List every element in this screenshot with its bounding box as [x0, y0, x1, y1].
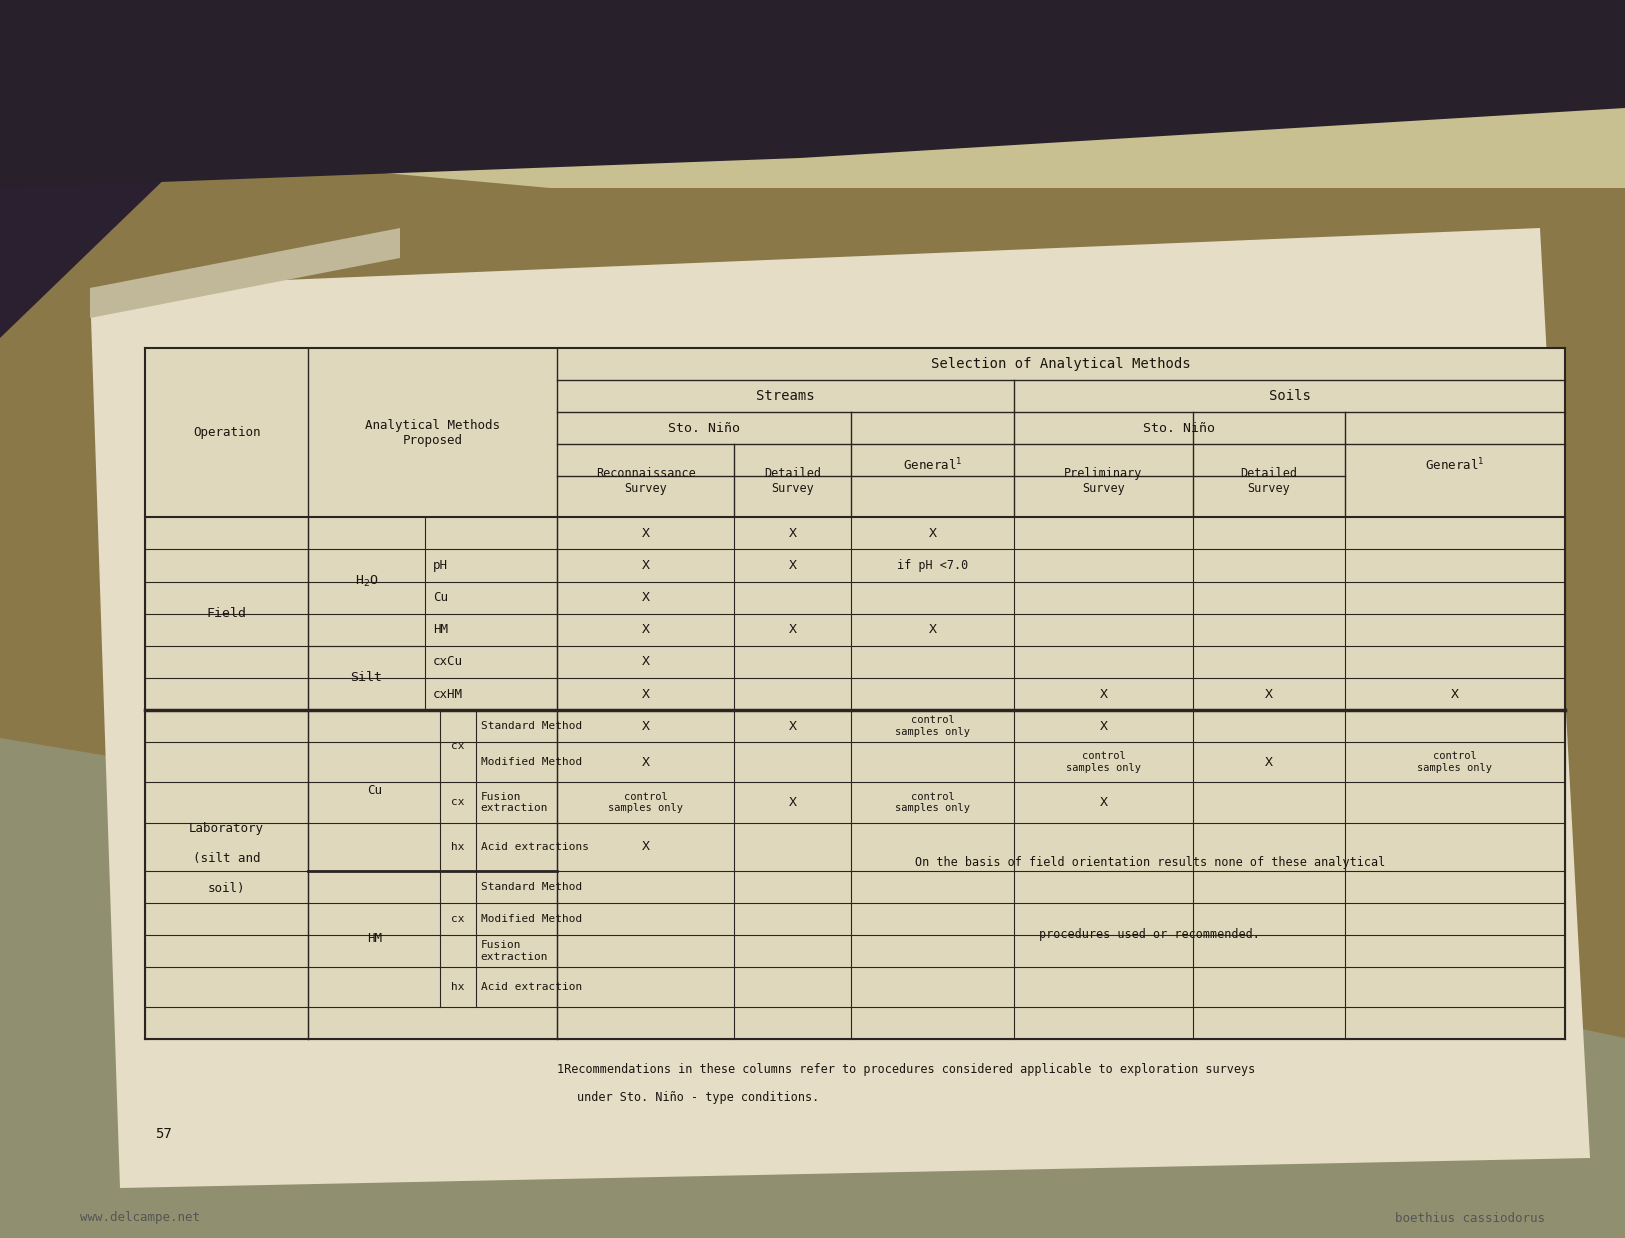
Text: Soils: Soils: [1269, 389, 1310, 404]
Text: Fusion
extraction: Fusion extraction: [481, 940, 548, 962]
Text: Operation: Operation: [193, 426, 260, 439]
Text: Modified Method: Modified Method: [481, 914, 582, 924]
Text: 57: 57: [154, 1128, 172, 1141]
Text: control
samples only: control samples only: [608, 791, 682, 813]
Polygon shape: [0, 738, 1625, 1238]
Text: X: X: [1100, 687, 1108, 701]
Text: Standard Method: Standard Method: [481, 722, 582, 732]
Text: General$^1$: General$^1$: [1425, 457, 1485, 473]
Text: Standard Method: Standard Method: [481, 881, 582, 891]
Text: Detailed
Survey: Detailed Survey: [1240, 467, 1297, 495]
Text: Acid extraction: Acid extraction: [481, 982, 582, 992]
Text: X: X: [928, 623, 936, 636]
Polygon shape: [0, 0, 1625, 188]
Text: if pH <7.0: if pH <7.0: [897, 560, 968, 572]
Text: X: X: [642, 719, 650, 733]
Text: boethius cassiodorus: boethius cassiodorus: [1394, 1212, 1545, 1224]
Text: X: X: [788, 527, 796, 540]
Text: Reconnaissance
Survey: Reconnaissance Survey: [596, 467, 696, 495]
Text: hx: hx: [452, 982, 465, 992]
Text: Modified Method: Modified Method: [481, 758, 582, 768]
Text: X: X: [788, 560, 796, 572]
Text: On the basis of field orientation results none of these analytical: On the basis of field orientation result…: [915, 857, 1384, 869]
Text: control
samples only: control samples only: [1066, 751, 1141, 773]
Text: X: X: [788, 623, 796, 636]
Text: X: X: [642, 687, 650, 701]
Text: Selection of Analytical Methods: Selection of Analytical Methods: [931, 357, 1191, 371]
Text: cxCu: cxCu: [432, 655, 463, 669]
Text: www.delcampe.net: www.delcampe.net: [80, 1212, 200, 1224]
Text: X: X: [928, 527, 936, 540]
Text: Analytical Methods
Proposed: Analytical Methods Proposed: [366, 418, 500, 447]
Text: X: X: [788, 719, 796, 733]
Text: under Sto. Niño - type conditions.: under Sto. Niño - type conditions.: [577, 1091, 819, 1104]
Text: X: X: [1264, 687, 1272, 701]
Text: X: X: [1100, 719, 1108, 733]
Text: Fusion
extraction: Fusion extraction: [481, 791, 548, 813]
Text: control
samples only: control samples only: [1417, 751, 1492, 773]
Text: Detailed
Survey: Detailed Survey: [764, 467, 821, 495]
Text: Preliminary
Survey: Preliminary Survey: [1064, 467, 1142, 495]
Text: hx: hx: [452, 842, 465, 852]
Text: cx: cx: [452, 914, 465, 924]
Text: Silt: Silt: [351, 671, 382, 685]
Text: Cu: Cu: [367, 784, 382, 797]
Polygon shape: [145, 348, 1565, 1040]
Text: X: X: [642, 755, 650, 769]
Polygon shape: [0, 0, 349, 338]
Text: pH: pH: [432, 560, 448, 572]
Text: Field: Field: [206, 607, 247, 620]
Text: X: X: [642, 527, 650, 540]
Polygon shape: [89, 228, 400, 318]
Text: X: X: [642, 560, 650, 572]
Text: Sto. Niño: Sto. Niño: [668, 422, 739, 435]
Text: H$_2$O: H$_2$O: [354, 574, 379, 589]
Text: Acid extractions: Acid extractions: [481, 842, 588, 852]
Text: cxHM: cxHM: [432, 687, 463, 701]
Text: X: X: [642, 841, 650, 853]
Text: Streams: Streams: [756, 389, 814, 404]
Text: procedures used or recommended.: procedures used or recommended.: [1040, 928, 1259, 941]
Text: cx: cx: [452, 742, 465, 751]
Text: control
samples only: control samples only: [895, 716, 970, 737]
Polygon shape: [0, 0, 1625, 188]
Text: Laboratory

(silt and

soil): Laboratory (silt and soil): [188, 822, 265, 895]
Text: control
samples only: control samples only: [895, 791, 970, 813]
Text: 1Recommendations in these columns refer to procedures considered applicable to e: 1Recommendations in these columns refer …: [557, 1062, 1254, 1076]
Text: X: X: [1100, 796, 1108, 808]
Text: HM: HM: [432, 623, 448, 636]
Text: HM: HM: [367, 932, 382, 946]
Text: X: X: [642, 655, 650, 669]
Text: X: X: [642, 592, 650, 604]
Text: cx: cx: [452, 797, 465, 807]
Polygon shape: [89, 228, 1589, 1188]
Text: X: X: [642, 623, 650, 636]
Text: X: X: [1451, 687, 1459, 701]
Text: X: X: [1264, 755, 1272, 769]
Text: Cu: Cu: [432, 592, 448, 604]
Text: General$^1$: General$^1$: [902, 457, 962, 473]
Text: X: X: [788, 796, 796, 808]
Text: Sto. Niño: Sto. Niño: [1144, 422, 1216, 435]
